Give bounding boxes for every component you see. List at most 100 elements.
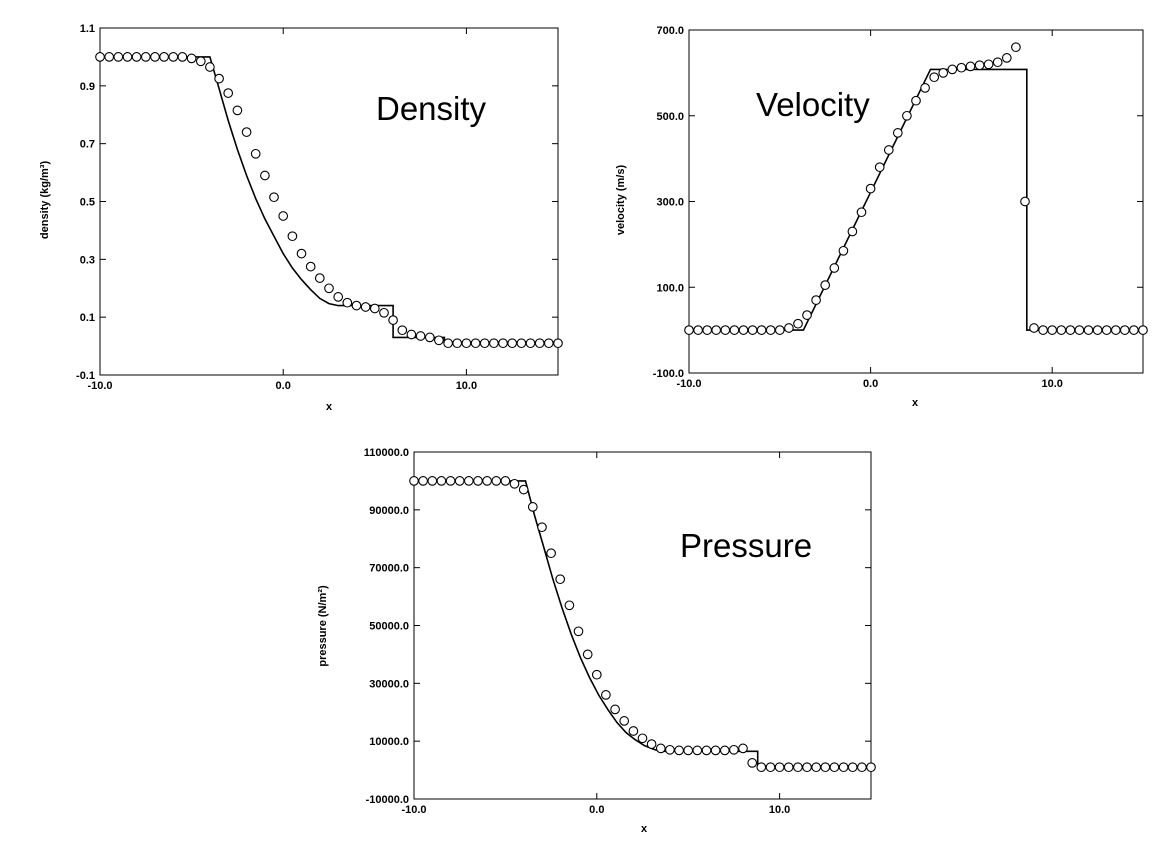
- pressure-y-tick-label: 90000.0: [369, 505, 409, 517]
- pressure-data-point: [774, 762, 785, 773]
- pressure-data-point: [857, 762, 867, 773]
- pressure-data-point: [655, 743, 666, 754]
- density-data-point: [470, 338, 481, 349]
- density-data-point: [489, 338, 499, 349]
- velocity-data-point: [1101, 325, 1112, 335]
- pressure-y-axis-label: pressure (N/m²): [317, 585, 329, 667]
- velocity-data-point: [1110, 325, 1121, 335]
- density-data-point: [122, 52, 133, 62]
- density-data-point: [205, 62, 215, 72]
- velocity-data-point: [811, 295, 821, 305]
- velocity-data-point: [902, 110, 912, 121]
- pressure-data-point: [555, 574, 566, 585]
- velocity-data-point: [874, 162, 885, 173]
- density-annotation: Density: [376, 90, 487, 127]
- density-data-point: [452, 338, 463, 349]
- velocity-data-point: [784, 323, 794, 333]
- pressure-x-axis-label: x: [641, 823, 648, 835]
- pressure-data-point: [445, 476, 456, 486]
- pressure-data-point: [646, 739, 657, 749]
- density-chart: Density x density (kg/m³) -0.1 0.1 0.3 0.5 0…: [39, 23, 563, 413]
- pressure-x-tick-label: 0.0: [589, 804, 604, 816]
- pressure-data-point: [582, 649, 593, 660]
- pressure-data-point: [591, 669, 602, 680]
- velocity-data-point: [920, 83, 930, 93]
- density-y-tick-label: 0.3: [80, 254, 95, 266]
- density-data-point: [498, 338, 508, 349]
- density-x-tick-label: 0.0: [276, 380, 291, 392]
- density-y-axis-label: density (kg/m³): [39, 161, 51, 240]
- pressure-data-point: [546, 548, 556, 559]
- density-data-point: [507, 338, 518, 349]
- density-data-point: [525, 338, 536, 349]
- pressure-data-point: [637, 733, 648, 744]
- velocity-x-tick-label: -10.0: [676, 378, 701, 390]
- pressure-data-point: [802, 762, 812, 773]
- pressure-x-tick-label: -10.0: [401, 804, 426, 816]
- pressure-data-point: [847, 762, 858, 773]
- velocity-data-point: [965, 61, 976, 72]
- density-y-tick-label: 0.1: [80, 312, 95, 324]
- velocity-y-tick-label: 100.0: [656, 282, 684, 294]
- velocity-data-point: [947, 64, 958, 75]
- pressure-data-point: [820, 762, 831, 773]
- velocity-data-point: [829, 263, 840, 273]
- velocity-data-point: [1038, 325, 1048, 335]
- velocity-data-point: [802, 310, 812, 320]
- pressure-data-point: [683, 745, 694, 756]
- density-data-point: [324, 283, 334, 294]
- pressure-data-point: [738, 743, 748, 754]
- velocity-y-axis-label: velocity (m/s): [615, 165, 627, 236]
- pressure-data-point: [674, 745, 684, 756]
- velocity-data-point: [1047, 325, 1058, 335]
- velocity-data-point: [738, 325, 749, 335]
- velocity-annotation: Velocity: [756, 86, 870, 123]
- pressure-data-point: [454, 476, 465, 486]
- velocity-data-point: [765, 325, 776, 335]
- density-y-tick-label: 0.7: [80, 139, 95, 151]
- density-data-point: [296, 248, 307, 259]
- pressure-data-point: [418, 476, 428, 486]
- density-data-point: [397, 325, 408, 336]
- density-y-tick-label: 1.1: [80, 23, 95, 35]
- pressure-data-point: [409, 476, 419, 486]
- density-data-point: [543, 338, 554, 349]
- density-data-point: [461, 338, 472, 349]
- density-data-point: [534, 338, 545, 349]
- velocity-data-point: [883, 145, 894, 155]
- pressure-data-point: [811, 762, 822, 773]
- density-data-point: [516, 338, 527, 349]
- velocity-data-point: [720, 325, 731, 335]
- density-data-point: [232, 105, 243, 116]
- velocity-data-point: [929, 72, 940, 83]
- pressure-data-point: [692, 745, 703, 756]
- velocity-data-point: [774, 325, 785, 335]
- density-data-point: [140, 52, 151, 62]
- pressure-data-point: [473, 476, 483, 486]
- density-data-point: [241, 127, 252, 137]
- density-data-point: [434, 335, 444, 346]
- velocity-data-point: [693, 325, 703, 335]
- pressure-data-point: [564, 600, 575, 611]
- density-y-tick-label: -0.1: [76, 370, 95, 382]
- pressure-data-point: [518, 484, 529, 495]
- velocity-data-point: [702, 325, 713, 335]
- density-data-point: [131, 52, 142, 62]
- pressure-data-point: [573, 626, 584, 637]
- velocity-data-point: [1083, 325, 1094, 335]
- pressure-data-point: [829, 762, 840, 773]
- density-x-tick-label: 10.0: [456, 380, 477, 392]
- pressure-data-point: [765, 762, 776, 773]
- velocity-data-point: [1074, 325, 1085, 335]
- pressure-data-point: [509, 478, 520, 489]
- velocity-data-point: [1092, 325, 1103, 335]
- pressure-data-point: [665, 744, 675, 755]
- density-data-point: [150, 52, 160, 62]
- pressure-x-tick-label: 10.0: [769, 804, 790, 816]
- pressure-y-tick-label: 10000.0: [369, 736, 409, 748]
- pressure-y-tick-label: 110000.0: [364, 447, 409, 459]
- pressure-data-point: [793, 762, 803, 773]
- velocity-chart: Velocity x velocity (m/s) -100.0 100.0 300…: [615, 25, 1148, 409]
- density-data-point: [95, 52, 105, 62]
- velocity-data-point: [1020, 196, 1030, 207]
